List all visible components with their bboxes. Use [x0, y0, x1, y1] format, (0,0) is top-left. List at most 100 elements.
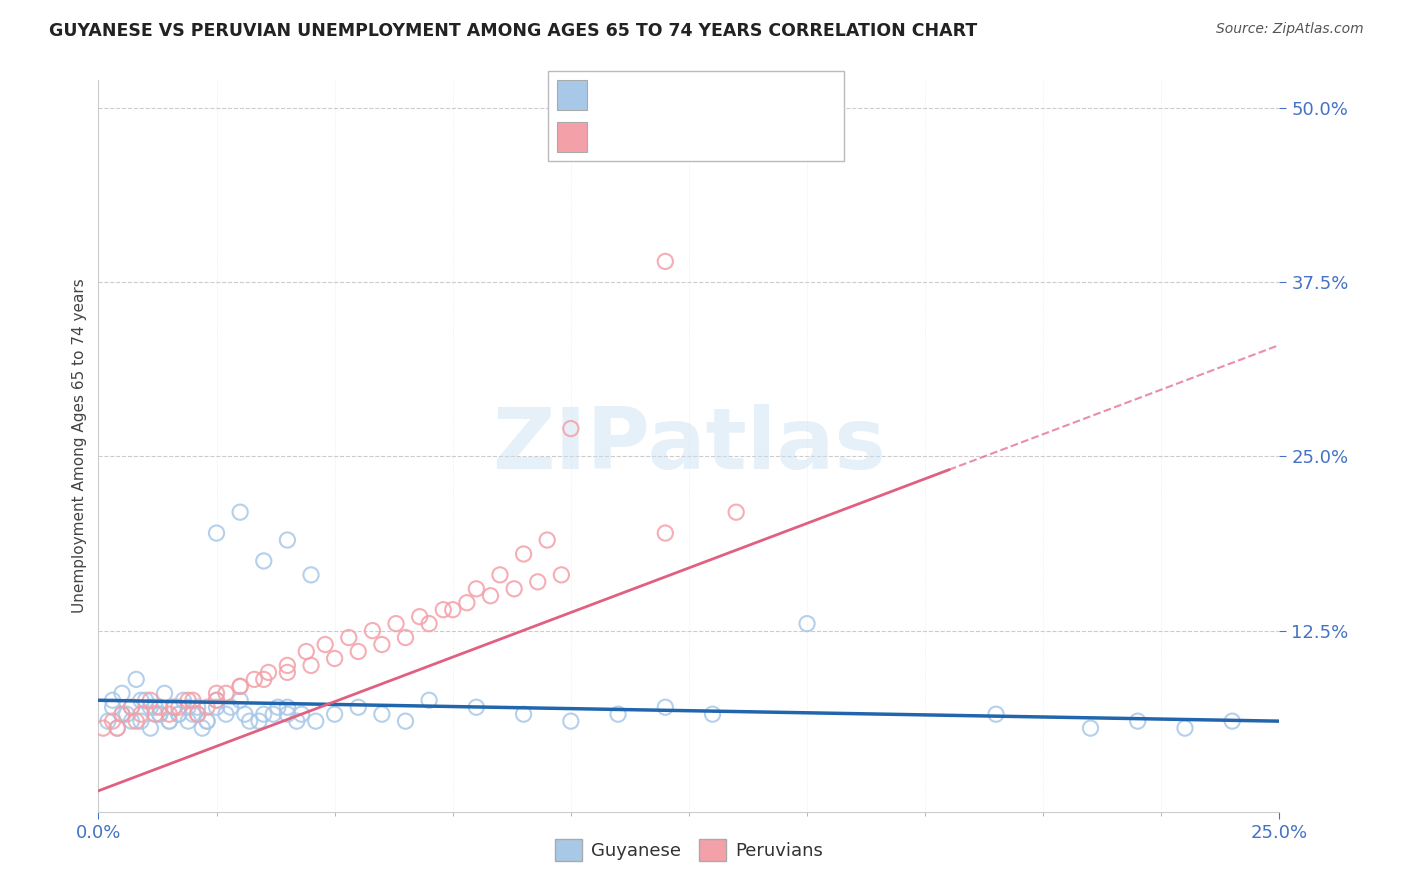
Point: [187, 707, 209, 722]
Point: [1220, 714, 1243, 728]
Point: [195, 700, 218, 714]
Point: [654, 700, 676, 714]
Point: [195, 714, 218, 728]
Text: 71: 71: [766, 87, 787, 104]
Point: [276, 665, 298, 680]
Point: [456, 596, 478, 610]
Point: [276, 700, 298, 714]
Point: [512, 547, 534, 561]
Point: [347, 700, 370, 714]
Text: R =: R =: [596, 87, 626, 104]
Point: [607, 707, 630, 722]
Point: [1174, 721, 1197, 735]
Point: [276, 707, 298, 722]
Point: [187, 707, 209, 722]
Point: [97, 714, 120, 728]
Point: [276, 533, 298, 547]
Point: [101, 700, 124, 714]
Point: [1080, 721, 1102, 735]
Point: [247, 714, 270, 728]
Point: [418, 693, 440, 707]
Text: -0.145: -0.145: [637, 87, 690, 104]
Point: [441, 603, 464, 617]
Text: 0.563: 0.563: [637, 128, 685, 145]
Point: [167, 700, 190, 714]
Point: [984, 707, 1007, 722]
FancyBboxPatch shape: [557, 122, 586, 152]
Point: [191, 721, 214, 735]
Point: [489, 567, 512, 582]
Point: [276, 658, 298, 673]
Point: [177, 700, 200, 714]
Point: [105, 721, 128, 735]
Point: [305, 714, 328, 728]
Point: [149, 700, 172, 714]
Text: ZIPatlas: ZIPatlas: [492, 404, 886, 488]
Point: [215, 686, 238, 700]
Point: [394, 714, 416, 728]
Point: [796, 616, 818, 631]
Point: [205, 526, 228, 541]
Point: [111, 707, 134, 722]
Point: [229, 693, 252, 707]
Point: [149, 707, 172, 722]
Legend: Guyanese, Peruvians: Guyanese, Peruvians: [548, 832, 830, 869]
Point: [323, 707, 346, 722]
Point: [229, 679, 252, 693]
Point: [177, 693, 200, 707]
Point: [290, 707, 312, 722]
Point: [125, 714, 148, 728]
Point: [129, 693, 152, 707]
Point: [526, 574, 548, 589]
Point: [129, 714, 152, 728]
Point: [408, 609, 430, 624]
Point: [337, 631, 360, 645]
Point: [172, 693, 194, 707]
Point: [361, 624, 384, 638]
Point: [394, 631, 416, 645]
Point: [205, 693, 228, 707]
Point: [299, 658, 322, 673]
Point: [253, 707, 276, 722]
Point: [157, 707, 180, 722]
Point: [479, 589, 502, 603]
Point: [129, 707, 152, 722]
Text: 54: 54: [766, 128, 787, 145]
Point: [550, 567, 572, 582]
Point: [725, 505, 748, 519]
Point: [181, 707, 204, 722]
Point: [153, 686, 176, 700]
Point: [262, 707, 284, 722]
Point: [371, 638, 394, 652]
Point: [702, 707, 724, 722]
Point: [139, 700, 162, 714]
FancyBboxPatch shape: [557, 80, 586, 110]
Point: [465, 700, 488, 714]
Point: [295, 644, 318, 658]
Text: Source: ZipAtlas.com: Source: ZipAtlas.com: [1216, 22, 1364, 37]
Point: [233, 707, 256, 722]
Point: [157, 714, 180, 728]
Point: [205, 693, 228, 707]
Point: [135, 693, 157, 707]
Point: [143, 700, 166, 714]
Point: [101, 714, 124, 728]
Point: [654, 526, 676, 541]
Point: [385, 616, 408, 631]
Point: [560, 421, 582, 435]
Point: [432, 603, 454, 617]
Point: [229, 679, 252, 693]
Point: [205, 686, 228, 700]
Point: [121, 700, 143, 714]
Point: [205, 700, 228, 714]
Point: [139, 693, 162, 707]
Point: [267, 700, 290, 714]
Point: [418, 616, 440, 631]
Point: [285, 714, 308, 728]
Point: [654, 254, 676, 268]
FancyBboxPatch shape: [548, 71, 844, 161]
Point: [181, 693, 204, 707]
Point: [503, 582, 526, 596]
Point: [125, 673, 148, 687]
Text: R =: R =: [596, 128, 626, 145]
